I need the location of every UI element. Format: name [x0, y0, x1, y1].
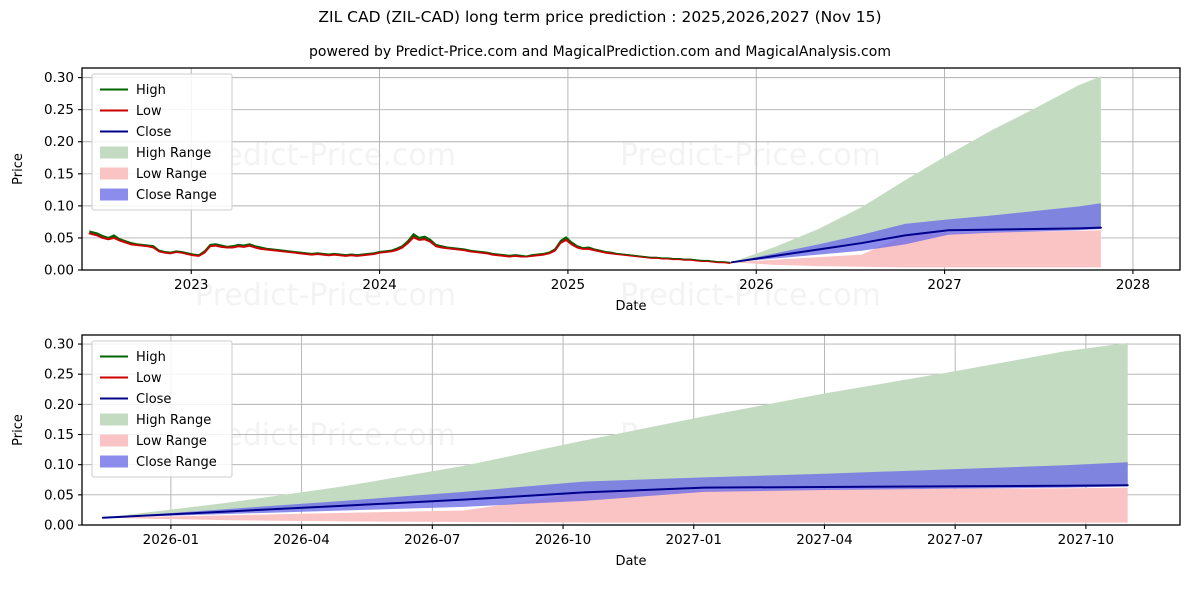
y-tick-label: 0.15: [44, 166, 74, 182]
x-tick-label: 2024: [362, 277, 396, 293]
x-tick-label: 2027: [927, 277, 961, 293]
legend-item-label: High: [136, 350, 166, 365]
high-price-line: [89, 230, 731, 263]
close-range-band: [102, 462, 1128, 518]
chart-legend: High Low Close High Range Low Range Close Ran…: [91, 340, 233, 478]
y-axis-title: Price: [11, 414, 26, 446]
history-high-low-band: [89, 230, 730, 263]
x-tick-label: 2026: [739, 277, 773, 293]
plot-area: [88, 76, 1102, 268]
close-price-line: [101, 484, 1129, 519]
x-axis-title: Date: [615, 299, 646, 310]
y-tick-label: 0.05: [44, 230, 74, 246]
legend-patch-swatch: [100, 413, 128, 426]
y-tick-label: 0.20: [44, 397, 74, 413]
bottom-chart-panel: Predict-Price.comPredict-Price.com0.000.…: [11, 334, 1181, 569]
y-tick-label: 0.00: [44, 518, 74, 534]
watermark-layer: Predict-Price.com Predict-Price.com Predic…: [195, 138, 881, 310]
x-axis-title: Date: [615, 554, 646, 569]
plot-area: [101, 342, 1129, 523]
x-tick-label: 2028: [1116, 277, 1150, 293]
close-range-band: [731, 203, 1101, 263]
x-tick-label: 2026-10: [535, 532, 591, 548]
watermark-text: Predict-Price.com: [620, 278, 881, 310]
page-subtitle: powered by Predict-Price.com and Magical…: [309, 44, 891, 60]
legend-item-label: Low Range: [136, 167, 207, 182]
y-tick-label: 0.15: [44, 427, 74, 443]
legend-item-label: Low: [136, 104, 162, 119]
x-tick-label: 2026-07: [404, 532, 460, 548]
legend-patch-swatch: [100, 455, 128, 468]
page-title: ZIL CAD (ZIL-CAD) long term price predic…: [318, 8, 882, 26]
axis-labels: 0.00 0.05 0.10 0.15 0.20 0.25 0.30 2023 2024 2025…: [11, 70, 1150, 310]
y-tick-label: 0.05: [44, 487, 74, 503]
legend-patch-swatch: [100, 167, 128, 180]
x-tick-label: 2027-01: [666, 532, 722, 548]
legend-item-label: High Range: [136, 146, 211, 161]
legend-item-label: Close Range: [136, 188, 217, 203]
x-tick-label: 2027-07: [927, 532, 983, 548]
y-tick-label: 0.10: [44, 198, 74, 214]
x-tick-label: 2025: [551, 277, 585, 293]
x-tick-label: 2027-04: [796, 532, 852, 548]
legend-patch-swatch: [100, 188, 128, 201]
legend-item-label: High: [136, 83, 166, 98]
x-tick-label: 2026-04: [273, 532, 329, 548]
axes-frame: [81, 334, 1181, 526]
low-range-band: [102, 487, 1128, 523]
legend-item-label: Low: [136, 371, 162, 386]
x-tick-label: 2026-01: [143, 532, 199, 548]
legend-item-label: Close: [136, 125, 171, 140]
legend-item-label: Close: [136, 392, 171, 407]
y-tick-label: 0.00: [44, 263, 74, 279]
y-tick-label: 0.30: [44, 70, 74, 86]
y-tick-label: 0.25: [44, 102, 74, 118]
grid-lines: [82, 68, 1180, 271]
x-tick-label: 2027-10: [1058, 532, 1114, 548]
watermark-text: Predict-Price.com: [195, 138, 456, 173]
legend-item-label: Low Range: [136, 434, 207, 449]
chart-legend: High Low Close High Range Low Range Close Ran…: [91, 73, 233, 211]
watermark-text: Predict-Price.com: [195, 278, 456, 310]
legend-patch-swatch: [100, 146, 128, 159]
y-tick-label: 0.10: [44, 457, 74, 473]
x-tick-label: 2023: [174, 277, 208, 293]
legend-item-label: High Range: [136, 413, 211, 428]
y-tick-label: 0.20: [44, 134, 74, 150]
y-tick-label: 0.30: [44, 337, 74, 353]
y-tick-label: 0.25: [44, 367, 74, 383]
close-price-line: [730, 226, 1102, 264]
watermark-text: Predict-Price.com: [620, 138, 881, 173]
y-axis-title: Price: [11, 153, 26, 185]
low-price-line: [88, 232, 731, 264]
top-chart-panel: Predict-Price.com Predict-Price.com Predic…: [11, 67, 1181, 310]
watermark-text: Predict-Price.com: [195, 418, 456, 453]
low-range-band: [731, 230, 1101, 268]
legend-patch-swatch: [100, 434, 128, 447]
axis-labels: 0.00 0.05 0.10 0.15 0.20 0.25 0.30 2026-01 2026-…: [11, 337, 1114, 569]
legend-item-label: Close Range: [136, 455, 217, 470]
axes-frame: [81, 67, 1181, 271]
